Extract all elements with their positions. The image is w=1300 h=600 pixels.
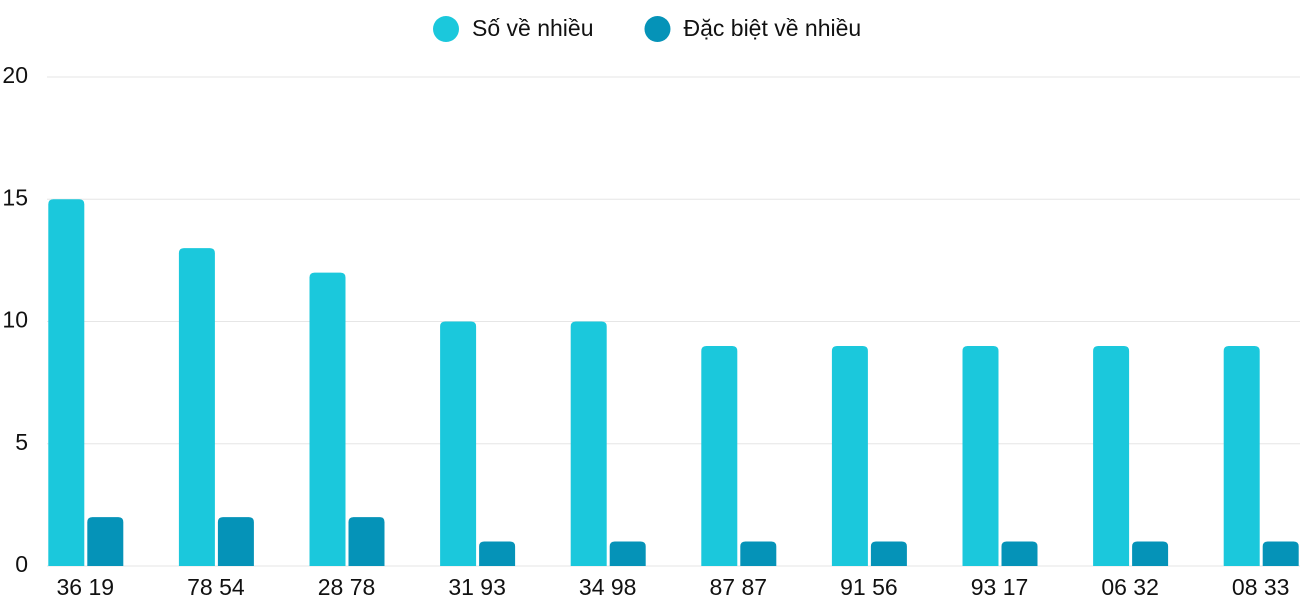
x-tick-label: 36 19 (57, 574, 115, 600)
x-tick-label: 87 87 (710, 574, 768, 600)
bar (1132, 541, 1169, 566)
bar (87, 517, 124, 566)
bar (1262, 541, 1299, 566)
legend-marker[interactable] (433, 16, 459, 42)
x-tick-label: 06 32 (1101, 574, 1159, 600)
bar (309, 272, 346, 566)
bar (217, 517, 254, 566)
bar (178, 248, 215, 566)
bar (962, 345, 999, 566)
bar (1001, 541, 1038, 566)
bar (701, 345, 738, 566)
x-tick-label: 08 33 (1232, 574, 1290, 600)
bar (440, 321, 477, 566)
bar (48, 199, 85, 566)
x-tick-label: 31 93 (448, 574, 506, 600)
bar (1093, 345, 1130, 566)
bar (831, 345, 868, 566)
y-tick-label: 0 (15, 551, 28, 577)
y-tick-label: 20 (2, 62, 28, 88)
bar (570, 321, 607, 566)
bar (740, 541, 777, 566)
x-tick-label: 28 78 (318, 574, 376, 600)
bar (609, 541, 646, 566)
legend-label[interactable]: Số về nhiều (472, 15, 593, 41)
x-tick-label: 93 17 (971, 574, 1029, 600)
x-tick-label: 34 98 (579, 574, 637, 600)
x-tick-label: 91 56 (840, 574, 898, 600)
bar (870, 541, 907, 566)
legend-marker[interactable] (644, 16, 671, 42)
y-tick-label: 10 (2, 307, 28, 333)
bar (348, 517, 385, 566)
legend-label[interactable]: Đặc biệt về nhiều (683, 15, 861, 41)
y-tick-label: 15 (2, 184, 28, 210)
x-tick-label: 78 54 (187, 574, 245, 600)
bar (479, 541, 516, 566)
y-tick-label: 5 (15, 429, 28, 455)
bar (1223, 345, 1260, 566)
